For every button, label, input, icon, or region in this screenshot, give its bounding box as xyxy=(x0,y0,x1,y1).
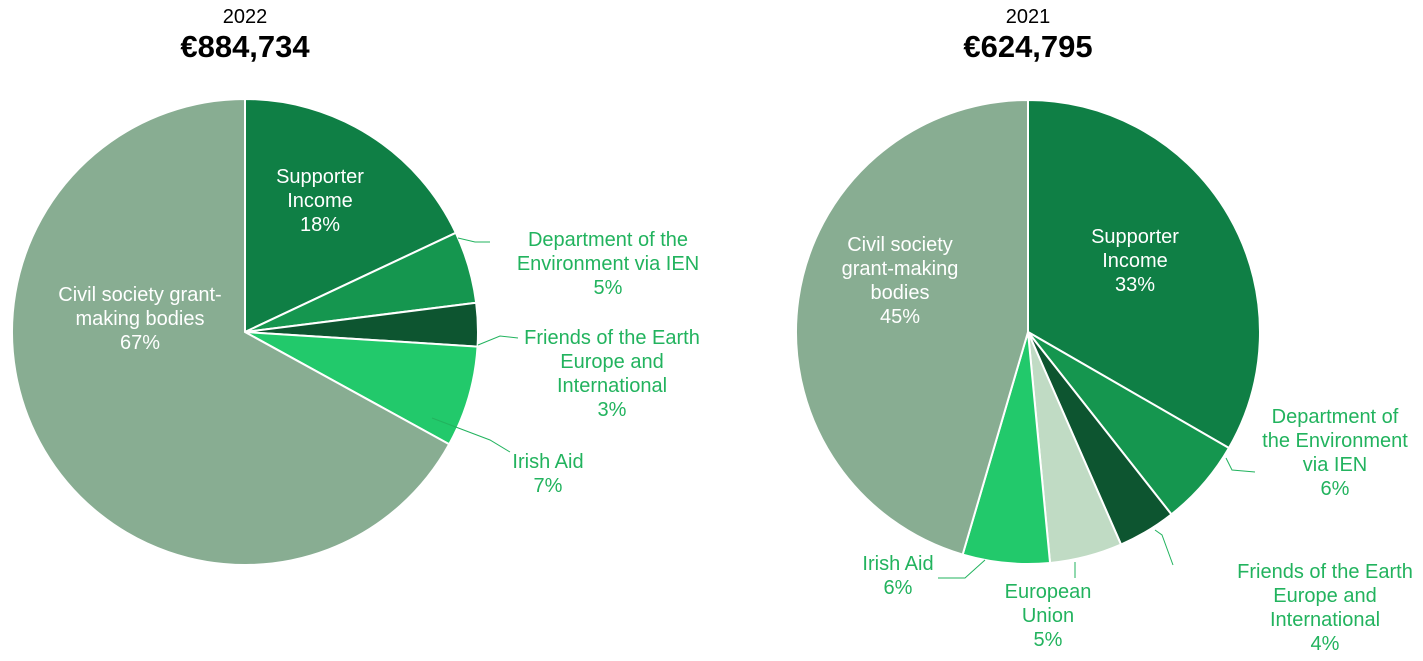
slice-name: Civil society grant-making bodies xyxy=(58,284,222,330)
slice-label: Civil society grant-making bodies 45% xyxy=(820,233,980,329)
leader-line xyxy=(477,335,519,346)
slice-label: Civil society grant-making bodies 67% xyxy=(50,283,230,355)
chart-title: 2021 xyxy=(1005,6,1051,28)
slice-label: Irish Aid 7% xyxy=(488,450,608,498)
slice-percent: 3% xyxy=(597,399,627,421)
slice-percent: 6% xyxy=(1320,478,1350,500)
slice-name: Department of the Environment via IEN xyxy=(1262,406,1408,476)
chart-subtitle: €884,734 xyxy=(180,29,310,64)
chart-title-block: 2021 €624,795 xyxy=(878,6,1178,65)
slice-percent: 4% xyxy=(1310,633,1340,655)
slice-percent: 7% xyxy=(533,475,563,497)
slice-label: Irish Aid 6% xyxy=(838,552,958,600)
pie-slice xyxy=(244,331,479,446)
slice-name: Irish Aid xyxy=(862,553,934,575)
slice-percent: 5% xyxy=(1033,629,1063,651)
slice-name: Department of the Environment via IEN xyxy=(516,229,700,275)
slice-percent: 67% xyxy=(119,332,161,354)
slice-name: Supporter Income xyxy=(276,166,364,212)
slice-name: Friends of the Earth Europe and Internat… xyxy=(524,327,700,397)
slice-name: Civil society grant-making bodies xyxy=(841,234,959,304)
slice-name: Irish Aid xyxy=(512,451,584,473)
slice-name: European Union xyxy=(1004,581,1092,627)
slice-percent: 18% xyxy=(299,214,341,236)
slice-label: European Union 5% xyxy=(988,580,1108,652)
slice-label: Department of the Environment via IEN 5% xyxy=(478,228,738,300)
slice-label: Friends of the Earth Europe and Internat… xyxy=(1225,560,1423,656)
pie-slice xyxy=(795,98,1029,556)
chart-title-block: 2022 €884,734 xyxy=(95,6,395,65)
slice-percent: 33% xyxy=(1114,274,1156,296)
slice-percent: 45% xyxy=(879,306,921,328)
slice-label: Supporter Income 18% xyxy=(255,165,385,237)
leader-line xyxy=(1225,457,1256,473)
slice-name: Friends of the Earth Europe and Internat… xyxy=(1237,561,1413,631)
slice-percent: 6% xyxy=(883,577,913,599)
leader-line xyxy=(431,417,511,453)
chart-title: 2022 xyxy=(222,6,268,28)
pie-slice xyxy=(244,97,458,334)
slice-name: Supporter Income xyxy=(1091,226,1179,272)
slice-label: Supporter Income 33% xyxy=(1075,225,1195,297)
pie-slice xyxy=(1027,98,1261,450)
pie-slice xyxy=(11,97,451,566)
leader-line xyxy=(1154,529,1174,566)
leader-line xyxy=(457,237,490,243)
chart-subtitle: €624,795 xyxy=(963,29,1093,64)
slice-percent: 5% xyxy=(593,277,623,299)
slice-label: Department of the Environment via IEN 6% xyxy=(1260,405,1410,501)
slice-label: Friends of the Earth Europe and Internat… xyxy=(512,326,712,422)
leader-line xyxy=(938,559,986,579)
